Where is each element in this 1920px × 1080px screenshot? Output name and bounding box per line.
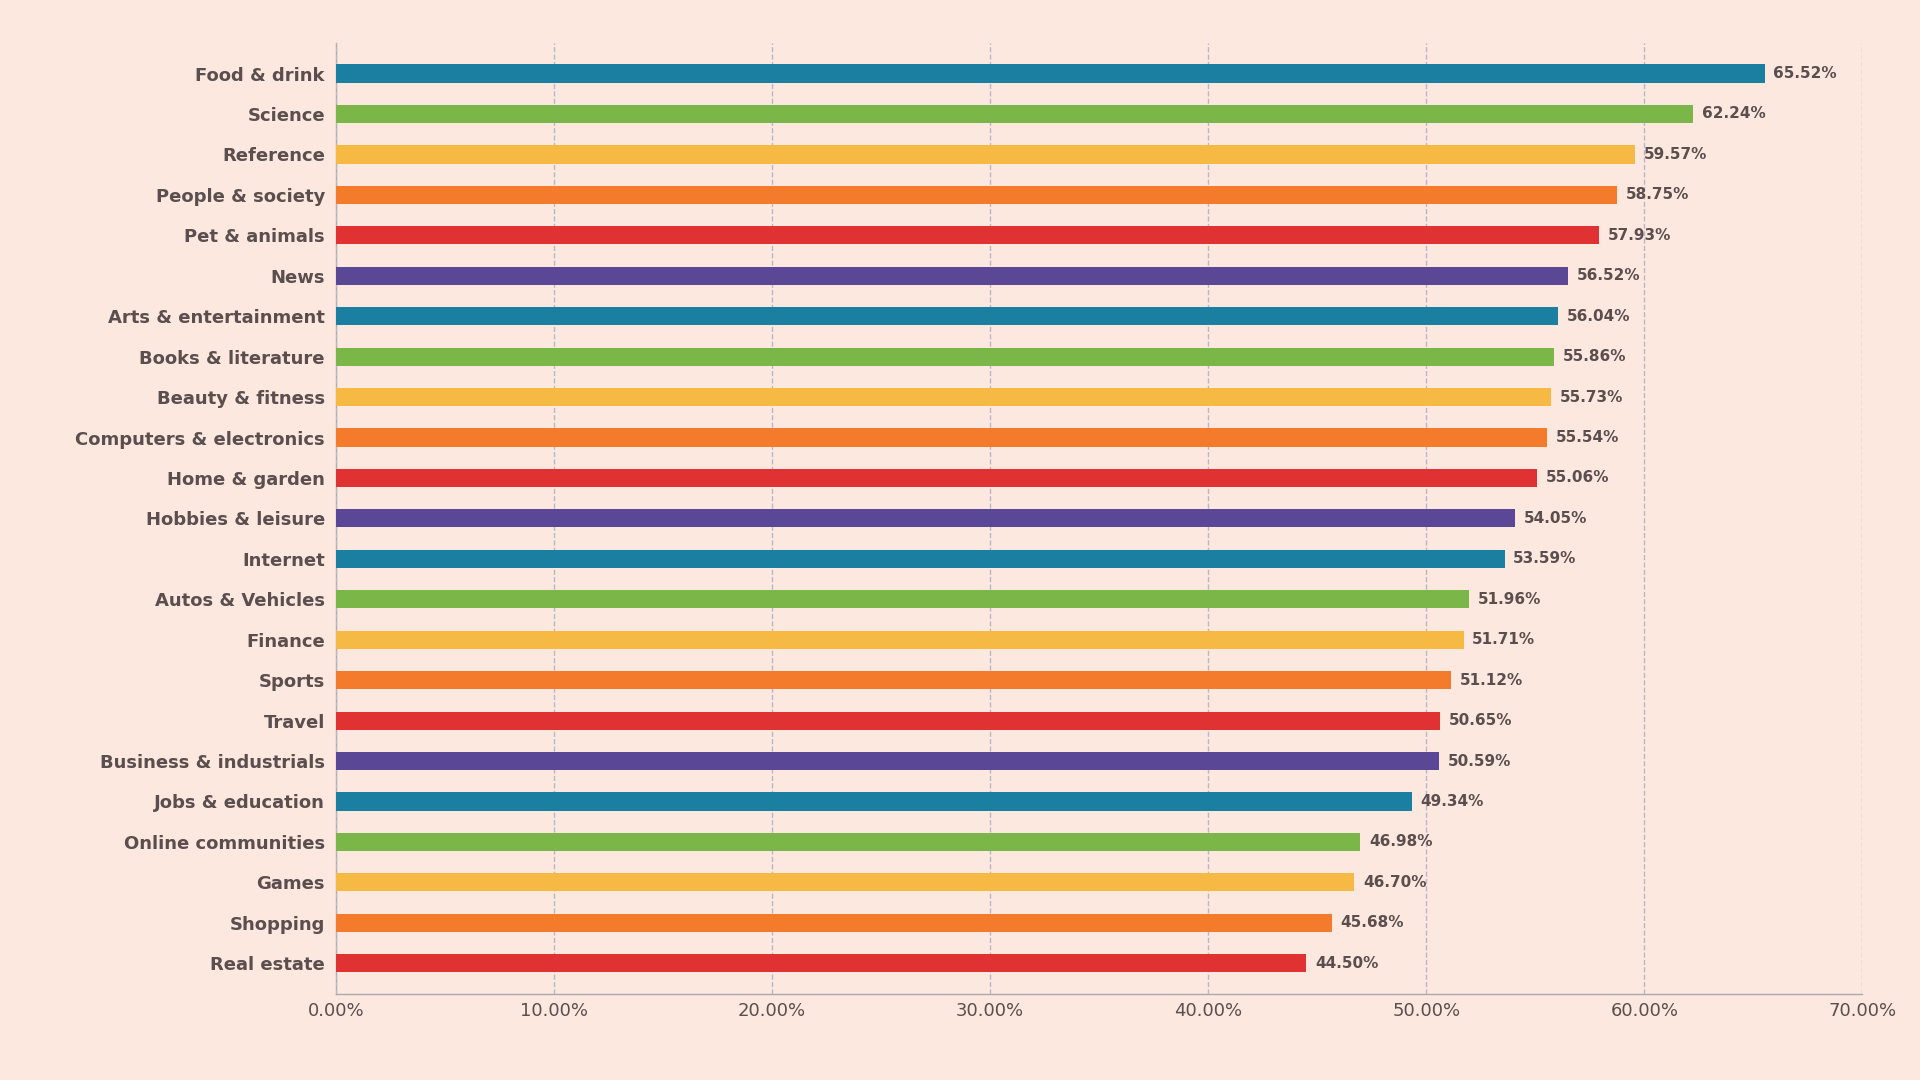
Bar — [336, 510, 1515, 527]
Text: 59.57%: 59.57% — [1644, 147, 1707, 162]
Bar — [336, 348, 1553, 366]
Bar — [336, 146, 1636, 163]
Bar — [336, 469, 1536, 487]
Text: 62.24%: 62.24% — [1701, 107, 1766, 121]
Text: 55.06%: 55.06% — [1546, 471, 1609, 485]
Text: 49.34%: 49.34% — [1421, 794, 1484, 809]
Bar — [336, 671, 1452, 689]
Bar — [336, 590, 1469, 608]
Text: 46.98%: 46.98% — [1369, 835, 1432, 850]
Bar — [336, 752, 1440, 770]
Text: 45.68%: 45.68% — [1340, 916, 1404, 930]
Text: 44.50%: 44.50% — [1315, 956, 1379, 971]
Bar — [336, 429, 1548, 447]
Bar — [336, 631, 1463, 649]
Bar — [336, 267, 1569, 285]
Text: 50.59%: 50.59% — [1448, 754, 1511, 769]
Text: 51.12%: 51.12% — [1459, 673, 1523, 688]
Bar — [336, 388, 1551, 406]
Text: 53.59%: 53.59% — [1513, 552, 1576, 566]
Text: 57.93%: 57.93% — [1607, 228, 1670, 243]
Text: 56.04%: 56.04% — [1567, 309, 1630, 324]
Bar — [336, 226, 1599, 244]
Text: 55.73%: 55.73% — [1559, 390, 1622, 405]
Bar — [336, 954, 1306, 972]
Bar — [336, 833, 1361, 851]
Text: 50.65%: 50.65% — [1450, 713, 1513, 728]
Bar — [336, 712, 1440, 730]
Text: 56.52%: 56.52% — [1576, 268, 1642, 283]
Text: 54.05%: 54.05% — [1523, 511, 1586, 526]
Bar — [336, 550, 1505, 568]
Bar — [336, 105, 1693, 123]
Text: 55.54%: 55.54% — [1555, 430, 1619, 445]
Text: 58.75%: 58.75% — [1626, 187, 1690, 202]
Text: 51.96%: 51.96% — [1478, 592, 1542, 607]
Bar — [336, 186, 1617, 204]
Bar — [336, 307, 1557, 325]
Text: 65.52%: 65.52% — [1774, 66, 1837, 81]
Text: 55.86%: 55.86% — [1563, 349, 1626, 364]
Bar — [336, 874, 1354, 891]
Bar — [336, 65, 1764, 83]
Bar — [336, 793, 1411, 811]
Bar — [336, 914, 1332, 932]
Text: 51.71%: 51.71% — [1473, 632, 1536, 647]
Text: 46.70%: 46.70% — [1363, 875, 1427, 890]
